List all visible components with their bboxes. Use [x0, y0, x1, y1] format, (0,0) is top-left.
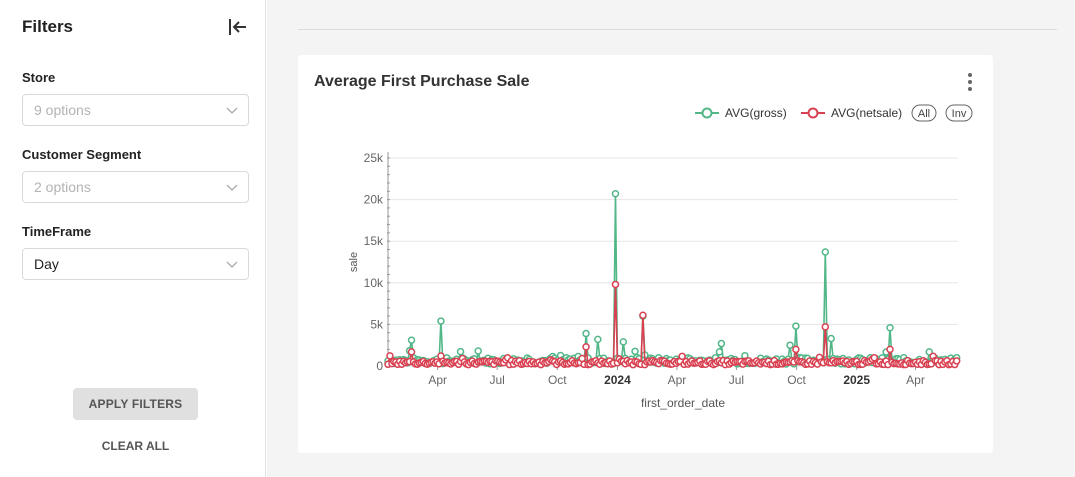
data-point	[631, 347, 639, 356]
legend-item-gross[interactable]: AVG(gross)	[695, 106, 787, 120]
dashboard-main: 0 5k 10k 15k 20k 25k Apr Jul Oct 2024 Apr Jul Oct 202…	[267, 0, 1075, 477]
customer-segment-select[interactable]: 2 options	[22, 171, 249, 203]
data-point	[407, 348, 416, 356]
data-point	[407, 336, 416, 344]
legend-all-button[interactable]: All	[911, 104, 937, 122]
x-tick-label: Apr	[906, 373, 925, 387]
apply-filters-button[interactable]: APPLY FILTERS	[73, 388, 198, 420]
y-tick-label: 15k	[364, 234, 384, 248]
clear-all-button[interactable]: CLEAR ALL	[73, 433, 198, 459]
chart-legend: AVG(gross) AVG(netsale) All Inv	[695, 104, 973, 122]
data-point	[827, 334, 835, 343]
y-tick-label: 0	[376, 359, 383, 373]
data-point	[786, 341, 794, 349]
legend-marker	[701, 107, 713, 119]
data-point	[639, 311, 647, 319]
data-point	[582, 343, 590, 351]
data-point	[792, 345, 800, 354]
data-point	[582, 329, 590, 338]
timeframe-label: TimeFrame	[22, 224, 92, 239]
previous-chart-area	[267, 0, 1075, 30]
chevron-down-icon	[226, 261, 238, 268]
legend-marker	[807, 107, 819, 119]
pill-border	[911, 104, 937, 122]
series-gross	[384, 190, 961, 368]
x-tick-label: Jul	[729, 373, 744, 387]
data-point	[821, 323, 830, 331]
filters-sidebar: Filters Store 9 options Customer Segment…	[0, 0, 266, 477]
legend-item-netsale[interactable]: AVG(netsale)	[801, 106, 902, 120]
timeframe-select-value: Day	[34, 256, 59, 272]
x-tick-label: Oct	[548, 373, 567, 387]
y-tick-label: 10k	[364, 276, 384, 290]
store-label: Store	[22, 70, 56, 85]
data-point	[792, 322, 800, 330]
data-point	[717, 339, 726, 348]
y-tick-label: 20k	[364, 193, 384, 207]
x-tick-label: 2024	[604, 373, 631, 387]
legend-label: AVG(gross)	[725, 106, 787, 120]
x-tick-label: Jul	[489, 373, 504, 387]
data-point	[821, 248, 830, 256]
pill-border	[945, 104, 973, 122]
x-tick-label: 2025	[843, 373, 870, 387]
line-chart: 0 5k 10k 15k 20k 25k Apr Jul Oct 2024 Apr Jul Oct 202…	[348, 104, 973, 410]
series-netsale	[384, 280, 961, 369]
y-tick-label: 25k	[364, 151, 384, 165]
data-point	[678, 352, 686, 361]
data-point	[870, 353, 879, 362]
x-tick-label: Oct	[787, 373, 806, 387]
series-line	[387, 193, 958, 368]
customer-segment-label: Customer Segment	[22, 147, 142, 162]
x-tick-label: Apr	[668, 373, 687, 387]
data-point	[886, 323, 894, 332]
data-point	[437, 317, 445, 325]
y-tick-label: 5k	[370, 317, 384, 331]
legend-inv-button[interactable]: Inv	[945, 104, 973, 122]
legend-label: AVG(netsale)	[831, 106, 902, 120]
x-tick-label: Apr	[428, 373, 447, 387]
data-point	[474, 347, 482, 355]
sidebar-title: Filters	[22, 17, 74, 36]
store-select-value: 9 options	[34, 102, 91, 118]
sidebar-header: Filters	[22, 16, 248, 38]
customer-segment-select-value: 2 options	[34, 179, 91, 195]
kebab-menu-icon[interactable]	[965, 72, 975, 92]
chart-card: 0 5k 10k 15k 20k 25k Apr Jul Oct 2024 Apr Jul Oct 202…	[298, 55, 993, 453]
data-point	[594, 335, 602, 344]
x-axis-title: first_order_date	[641, 396, 725, 410]
data-point	[886, 345, 894, 354]
store-select[interactable]: 9 options	[22, 94, 249, 126]
data-point	[619, 338, 628, 346]
y-axis-title: sale	[348, 252, 360, 272]
data-point	[715, 348, 724, 356]
pill-label: All	[918, 108, 930, 120]
divider	[298, 29, 1057, 30]
timeframe-select[interactable]: Day	[22, 248, 249, 280]
data-point	[611, 280, 620, 289]
chevron-down-icon	[226, 184, 238, 191]
chart-title: Average First Purchase Sale	[314, 73, 530, 90]
data-point	[611, 190, 620, 198]
pill-label: Inv	[952, 108, 967, 120]
collapse-sidebar-icon[interactable]	[226, 16, 248, 38]
data-point	[952, 357, 961, 365]
data-point	[386, 352, 394, 360]
data-point	[456, 347, 465, 356]
chevron-down-icon	[226, 107, 238, 114]
